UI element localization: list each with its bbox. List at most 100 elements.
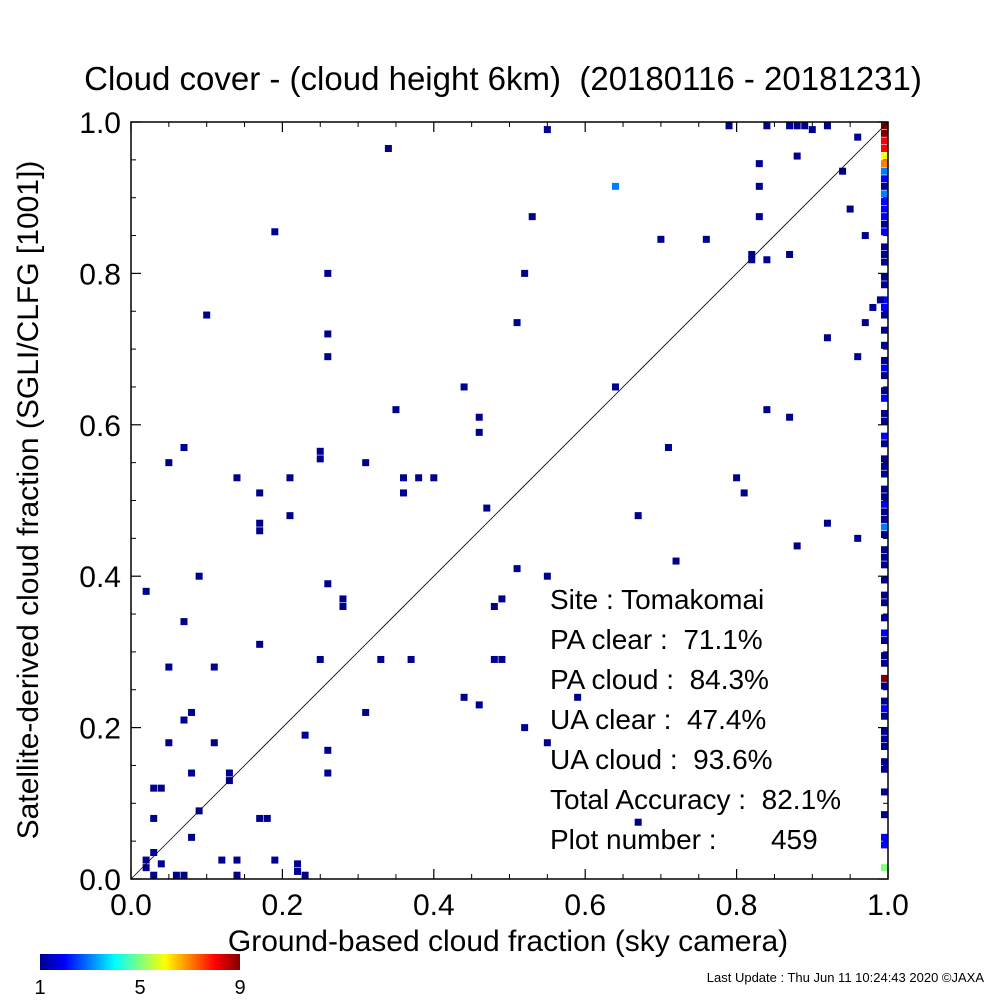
data-cell: [339, 595, 347, 603]
data-cell: [881, 674, 888, 682]
data-cell: [218, 856, 226, 864]
colorbar-tick-label: 9: [234, 977, 245, 999]
data-cell: [430, 474, 438, 482]
colorbar-ticks: 1 5 9: [34, 977, 245, 999]
data-cell: [755, 160, 763, 168]
data-cell: [881, 326, 888, 334]
data-cell: [324, 269, 332, 277]
data-cell: [392, 406, 400, 414]
data-cell: [881, 341, 888, 349]
data-cell: [881, 735, 888, 743]
data-cell: [188, 708, 196, 716]
data-cell: [528, 213, 536, 221]
data-cell: [881, 553, 888, 561]
x-axis-label: Ground-based cloud fraction (sky camera): [228, 925, 788, 958]
data-cell: [881, 417, 888, 425]
data-cell: [611, 383, 619, 391]
y-tick-label: 0.2: [79, 713, 121, 746]
data-cell: [748, 250, 756, 258]
data-cell: [165, 459, 173, 467]
plot-number-label: Plot number : 459: [550, 824, 818, 855]
data-cell: [786, 122, 794, 130]
data-cell: [881, 137, 888, 145]
y-tick-label: 0.6: [79, 410, 121, 443]
x-tick-label: 0.8: [716, 889, 758, 922]
data-cells: [142, 122, 888, 879]
data-cell: [881, 296, 888, 304]
data-cell: [384, 144, 392, 152]
data-cell: [165, 739, 173, 747]
data-cell: [755, 182, 763, 190]
data-cell: [881, 250, 888, 258]
data-cell: [733, 474, 741, 482]
data-cell: [286, 512, 294, 520]
data-cell: [881, 462, 888, 470]
data-cell: [195, 572, 203, 580]
data-cell: [271, 856, 279, 864]
data-cell: [150, 814, 158, 822]
data-cell: [808, 126, 816, 134]
data-cell: [869, 303, 877, 311]
statistics-panel: Site : Tomakomai PA clear : 71.1% PA clo…: [550, 580, 841, 860]
data-cell: [702, 235, 710, 243]
data-cell: [881, 311, 888, 319]
colorbar: [40, 954, 240, 970]
data-cell: [475, 413, 483, 421]
data-cell: [881, 743, 888, 751]
data-cell: [881, 576, 888, 584]
data-cell: [881, 841, 888, 849]
data-cell: [225, 769, 233, 777]
data-cell: [881, 129, 888, 137]
data-cell: [407, 655, 415, 663]
data-cell: [172, 871, 180, 879]
data-cell: [793, 542, 801, 550]
data-cell: [256, 640, 264, 648]
data-cell: [664, 444, 672, 452]
data-cell: [362, 708, 370, 716]
data-cell: [513, 565, 521, 573]
data-cell: [881, 303, 888, 311]
data-cell: [881, 508, 888, 516]
x-tick-label: 0.6: [564, 889, 606, 922]
data-cell: [180, 716, 188, 724]
data-cell: [256, 527, 264, 535]
data-cell: [881, 228, 888, 236]
data-cell: [233, 474, 241, 482]
data-cell: [881, 712, 888, 720]
data-cell: [521, 269, 529, 277]
ua-cloud-label: UA cloud : 93.6%: [550, 744, 773, 775]
x-tick-label: 0.4: [413, 889, 455, 922]
data-cell: [498, 655, 506, 663]
data-cell: [881, 190, 888, 198]
data-cell: [881, 599, 888, 607]
y-axis-label: Satellite-derived cloud fraction (SGLI/C…: [12, 161, 45, 840]
data-cell: [180, 618, 188, 626]
data-cell: [740, 489, 748, 497]
site-label: Site : Tomakomai: [550, 584, 765, 615]
data-cell: [881, 281, 888, 289]
data-cell: [150, 871, 158, 879]
data-cell: [725, 122, 733, 130]
data-cell: [881, 213, 888, 221]
data-cell: [881, 364, 888, 372]
data-cell: [881, 493, 888, 501]
data-cell: [793, 122, 801, 130]
y-tick-label: 1.0: [79, 107, 121, 140]
data-cell: [881, 175, 888, 183]
data-cell: [876, 296, 884, 304]
data-cell: [881, 144, 888, 152]
data-cell: [521, 724, 529, 732]
data-cell: [881, 546, 888, 554]
data-cell: [748, 256, 756, 264]
data-cell: [881, 788, 888, 796]
data-cell: [881, 409, 888, 417]
data-cell: [881, 765, 888, 773]
data-cell: [271, 228, 279, 236]
data-cell: [324, 330, 332, 338]
data-cell: [286, 474, 294, 482]
data-cell: [881, 652, 888, 660]
data-cell: [881, 682, 888, 690]
pa-clear-label: PA clear : 71.1%: [550, 624, 763, 655]
data-cell: [881, 614, 888, 622]
data-cell: [881, 697, 888, 705]
